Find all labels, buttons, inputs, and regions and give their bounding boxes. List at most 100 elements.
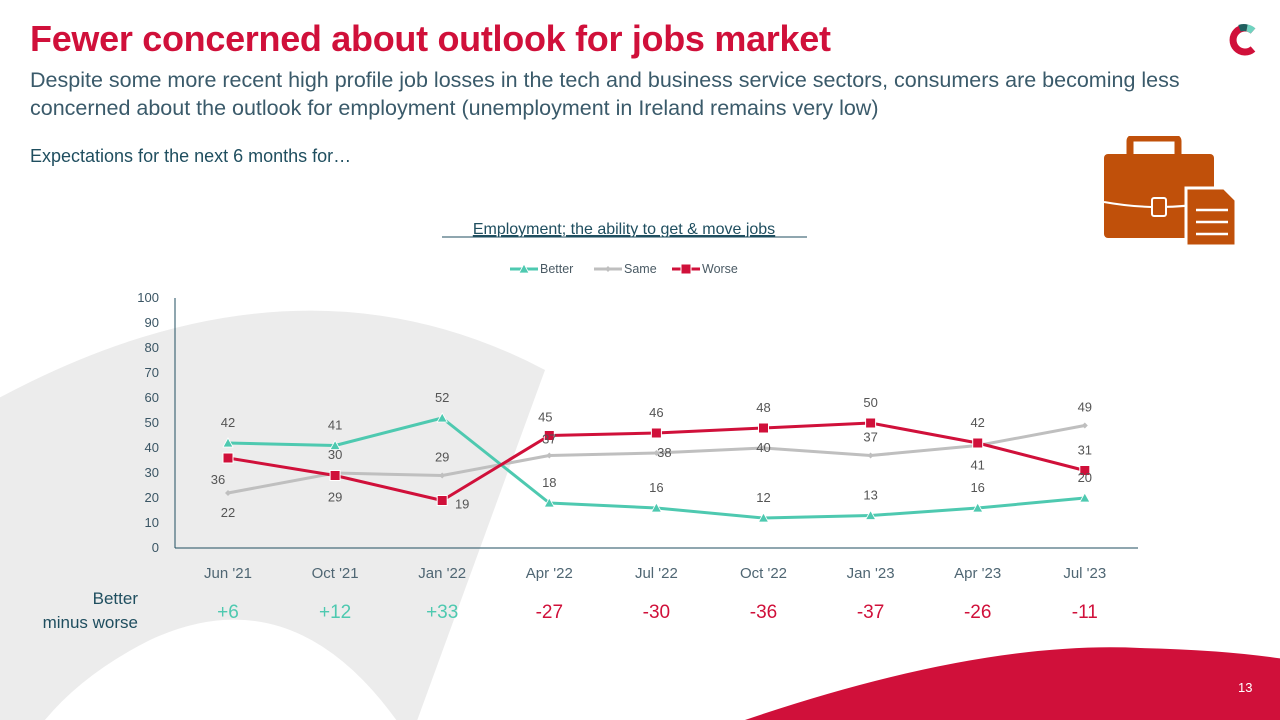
section-label: Expectations for the next 6 months for… — [30, 146, 352, 166]
better-minus-worse-value: -26 — [963, 602, 992, 623]
better-minus-worse-value: -11 — [1071, 602, 1098, 623]
data-label-better: 42 — [221, 415, 235, 430]
x-tick-label: Jan '22 — [418, 565, 466, 582]
data-point-worse — [222, 452, 234, 464]
legend-item-better: Better — [510, 262, 573, 276]
brand-c-logo-icon — [1229, 24, 1256, 56]
employment-line-chart: Employment; the ability to get & move jo… — [137, 221, 1138, 582]
data-label-better: 41 — [328, 418, 342, 433]
y-tick-label: 20 — [145, 490, 159, 505]
data-point-better — [329, 439, 341, 450]
data-point-better — [436, 412, 448, 423]
series-better — [222, 412, 1091, 523]
chart-title: Employment; the ability to get & move jo… — [473, 221, 775, 238]
data-label-better: 16 — [970, 480, 984, 495]
better-minus-worse-value: -27 — [535, 602, 564, 623]
data-label-worse: 36 — [211, 472, 225, 487]
y-tick-label: 70 — [145, 365, 159, 380]
better-minus-worse-value: +33 — [426, 602, 459, 623]
legend-label-same: Same — [624, 262, 657, 276]
data-label-worse: 19 — [455, 497, 469, 512]
data-label-same: 38 — [657, 445, 671, 460]
y-tick-label: 80 — [145, 340, 159, 355]
data-point-same — [653, 450, 660, 456]
grey-arc-decoration — [0, 310, 545, 720]
series-worse — [222, 417, 1091, 506]
data-point-better — [650, 502, 663, 513]
y-tick-label: 60 — [145, 390, 159, 405]
data-point-better — [1079, 492, 1091, 503]
data-point-worse — [329, 470, 341, 481]
data-label-better: 20 — [1078, 470, 1092, 485]
x-tick-label: Apr '23 — [954, 565, 1001, 582]
data-label-worse: 46 — [649, 405, 663, 420]
chart-series — [222, 412, 1091, 523]
data-point-worse — [865, 417, 877, 429]
data-point-worse — [972, 437, 984, 449]
data-point-worse — [650, 427, 662, 439]
data-label-worse: 31 — [1078, 443, 1092, 458]
data-label-better: 18 — [542, 475, 556, 490]
data-label-worse: 42 — [970, 415, 984, 430]
data-point-same — [1081, 422, 1088, 429]
data-label-worse: 45 — [538, 410, 552, 425]
x-tick-label: Jan '23 — [847, 565, 895, 582]
better-minus-worse-value: +12 — [318, 602, 352, 623]
data-point-worse — [1079, 465, 1091, 476]
data-point-same — [439, 472, 446, 479]
data-point-worse — [758, 422, 769, 434]
legend-item-same: Same — [594, 262, 657, 276]
slide-subtitle: Despite some more recent high profile jo… — [30, 68, 1180, 120]
data-point-better — [757, 512, 770, 523]
page-number: 13 — [1238, 680, 1253, 695]
chart-data-labels: 42 41 52 18 16 12 13 16 20 22 30 29 37 38 40 37 41 49 36 29… — [211, 390, 1092, 520]
data-point-better — [543, 497, 555, 508]
data-label-same: 49 — [1078, 400, 1092, 415]
bmw-label-line1: Better — [92, 589, 138, 608]
data-label-same: 29 — [435, 450, 449, 465]
data-point-same — [546, 452, 553, 459]
data-point-better — [972, 502, 984, 513]
data-point-same — [225, 490, 231, 496]
data-label-worse: 29 — [328, 490, 342, 505]
data-label-same: 40 — [756, 440, 770, 455]
data-label-same: 37 — [863, 430, 877, 445]
better-minus-worse-value: -37 — [856, 602, 885, 623]
data-label-better: 52 — [435, 390, 449, 405]
y-tick-label: 10 — [145, 515, 159, 530]
x-tick-label: Jul '22 — [635, 565, 678, 582]
x-tick-label: Oct '22 — [740, 565, 787, 582]
data-label-same: 22 — [221, 505, 235, 520]
y-tick-label: 30 — [145, 465, 159, 480]
data-label-worse: 48 — [756, 400, 770, 415]
chart-axes: 0 10 20 30 40 50 60 70 80 90 100 Jun '21 Oct '21 Jan … — [137, 290, 1138, 582]
x-tick-label: Oct '21 — [312, 565, 359, 582]
data-point-worse — [543, 430, 555, 441]
better-minus-worse-label: Better minus worse — [20, 587, 138, 635]
y-tick-label: 40 — [145, 440, 159, 455]
legend-marker-better — [518, 263, 530, 274]
data-label-same: 37 — [542, 432, 556, 447]
y-tick-label: 90 — [145, 315, 159, 330]
data-label-same: 30 — [328, 447, 342, 462]
x-tick-label: Apr '22 — [526, 565, 573, 582]
red-wave-decoration — [745, 647, 1280, 720]
data-point-better — [864, 509, 877, 520]
legend-label-worse: Worse — [702, 262, 738, 276]
x-tick-label: Jul '23 — [1063, 565, 1106, 582]
bmw-label-line2: minus worse — [42, 613, 138, 632]
better-minus-worse-value: -36 — [749, 602, 778, 623]
data-point-same — [867, 452, 874, 459]
legend-item-worse: Worse — [672, 262, 738, 276]
better-minus-worse-value: -30 — [642, 602, 671, 623]
data-point-better — [222, 437, 234, 448]
data-point-worse — [436, 495, 448, 506]
data-point-same — [760, 445, 767, 451]
data-label-same: 41 — [970, 458, 984, 473]
chart-legend: Better Same Worse — [510, 262, 738, 276]
data-label-better: 12 — [756, 490, 770, 505]
slide-title: Fewer concerned about outlook for jobs m… — [30, 18, 831, 59]
better-minus-worse-value: +6 — [217, 602, 239, 623]
briefcase-document-icon — [1103, 136, 1238, 248]
